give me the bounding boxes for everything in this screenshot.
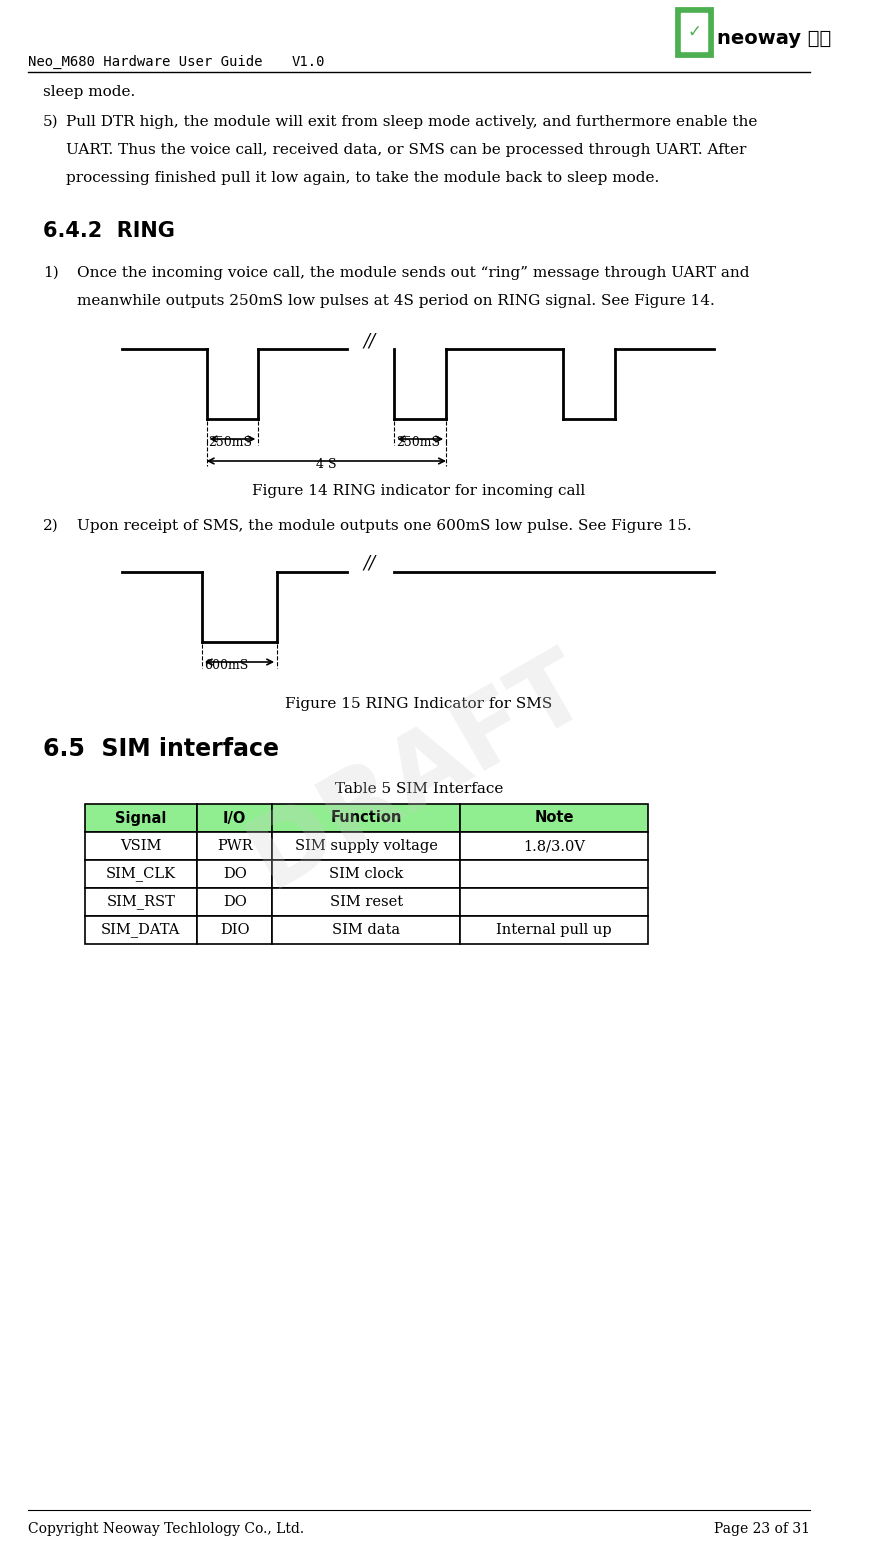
Text: DRAFT: DRAFT [233,635,605,907]
Bar [85,833,197,860]
Text: SIM_DATA: SIM_DATA [101,922,180,938]
Text: 600mS: 600mS [203,658,248,672]
Text: //: // [363,332,376,350]
Text: neoway 有方: neoway 有方 [717,28,831,48]
Text: PWR: PWR [217,839,252,853]
Text: UART. Thus the voice call, received data, or SMS can be processed through UART. : UART. Thus the voice call, received data… [66,143,746,157]
Text: DO: DO [223,894,247,908]
Text: V1.0: V1.0 [291,56,325,69]
Text: //: // [363,555,376,574]
Text: 5): 5) [43,116,59,130]
Text: Copyright Neoway Techlology Co., Ltd.: Copyright Neoway Techlology Co., Ltd. [29,1522,304,1536]
Text: 250mS: 250mS [396,436,441,449]
Bar [85,916,197,944]
Text: Pull DTR high, the module will exit from sleep mode actively, and furthermore en: Pull DTR high, the module will exit from… [66,116,757,130]
Text: 6.5  SIM interface: 6.5 SIM interface [43,737,279,762]
Bar [460,860,648,888]
Text: Table 5 SIM Interface: Table 5 SIM Interface [334,782,503,796]
Text: SIM data: SIM data [332,924,401,938]
Bar [272,888,460,916]
Bar [197,860,272,888]
Bar [272,833,460,860]
Text: 4 S: 4 S [316,458,336,470]
Bar [85,888,197,916]
Text: SIM reset: SIM reset [330,894,403,908]
Text: SIM_RST: SIM_RST [106,894,176,910]
Bar [197,833,272,860]
Text: meanwhile outputs 250mS low pulses at 4S period on RING signal. See Figure 14.: meanwhile outputs 250mS low pulses at 4S… [77,295,714,308]
Text: VSIM: VSIM [120,839,161,853]
Text: processing finished pull it low again, to take the module back to sleep mode.: processing finished pull it low again, t… [66,171,659,185]
Text: Function: Function [331,811,402,825]
Bar [460,803,648,833]
Text: SIM_CLK: SIM_CLK [106,867,176,882]
Bar [85,860,197,888]
Text: DIO: DIO [220,924,250,938]
Text: SIM clock: SIM clock [329,867,403,880]
Bar [460,916,648,944]
Text: 2): 2) [43,520,59,534]
Text: Signal: Signal [115,811,167,825]
Text: 250mS: 250mS [209,436,252,449]
Bar [197,888,272,916]
Text: Neo_M680 Hardware User Guide: Neo_M680 Hardware User Guide [29,56,262,69]
Text: Note: Note [534,811,574,825]
Text: Upon receipt of SMS, the module outputs one 600mS low pulse. See Figure 15.: Upon receipt of SMS, the module outputs … [77,520,691,534]
Text: sleep mode.: sleep mode. [43,85,136,99]
Bar [197,916,272,944]
Bar [460,888,648,916]
Bar [272,803,460,833]
Text: Figure 14 RING indicator for incoming call: Figure 14 RING indicator for incoming ca… [252,484,585,498]
Bar [197,803,272,833]
Text: 1): 1) [43,267,59,281]
Bar [460,833,648,860]
Bar [272,916,460,944]
Text: ✓: ✓ [687,23,701,42]
Text: Once the incoming voice call, the module sends out “ring” message through UART a: Once the incoming voice call, the module… [77,267,749,281]
Bar [85,803,197,833]
Text: SIM supply voltage: SIM supply voltage [295,839,438,853]
Text: I/O: I/O [223,811,246,825]
Text: DO: DO [223,867,247,880]
Text: Internal pull up: Internal pull up [496,924,612,938]
Bar [676,8,712,56]
Text: 1.8/3.0V: 1.8/3.0V [523,839,585,853]
Text: 6.4.2  RING: 6.4.2 RING [43,221,175,241]
Bar [272,860,460,888]
Text: Page 23 of 31: Page 23 of 31 [714,1522,810,1536]
Bar [681,12,707,51]
Text: Figure 15 RING Indicator for SMS: Figure 15 RING Indicator for SMS [285,697,552,711]
